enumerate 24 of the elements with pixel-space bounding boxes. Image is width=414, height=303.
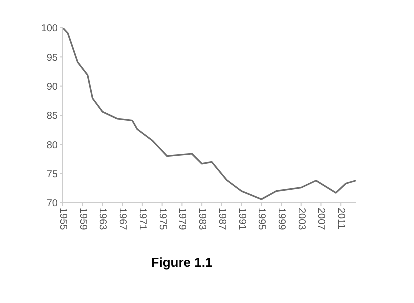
caption: Figure 1.1 [150, 255, 214, 270]
x-tick-label: 1987 [216, 208, 228, 231]
y-tick-label: 90 [46, 82, 58, 93]
x-tick-label: 1995 [256, 208, 268, 231]
x-tick-label: 1975 [156, 208, 168, 231]
line-series [63, 28, 356, 200]
y-tick-label: 95 [46, 52, 58, 64]
x-tick-label: 1967 [117, 208, 128, 231]
x-tick-label: 2011 [336, 208, 347, 230]
x-tick-label: 1999 [276, 208, 288, 231]
x-tick-label: 1959 [77, 208, 88, 231]
x-tick-label: 2003 [296, 208, 307, 231]
y-tick-label: 80 [46, 140, 58, 152]
x-tick-label: 2007 [316, 208, 327, 231]
x-tick-label: 1963 [97, 208, 108, 231]
y-tick-label: 100 [41, 24, 58, 35]
x-tick-label: 1991 [236, 208, 248, 231]
y-tick-label: 75 [46, 169, 58, 180]
y-tick-label: 85 [46, 111, 58, 122]
x-tick-label: 1955 [58, 208, 68, 231]
x-tick-label: 1979 [176, 208, 188, 231]
x-tick-label: 1971 [136, 208, 148, 231]
x-tick-label: 1983 [196, 208, 208, 231]
y-tick-label: 70 [46, 198, 58, 210]
